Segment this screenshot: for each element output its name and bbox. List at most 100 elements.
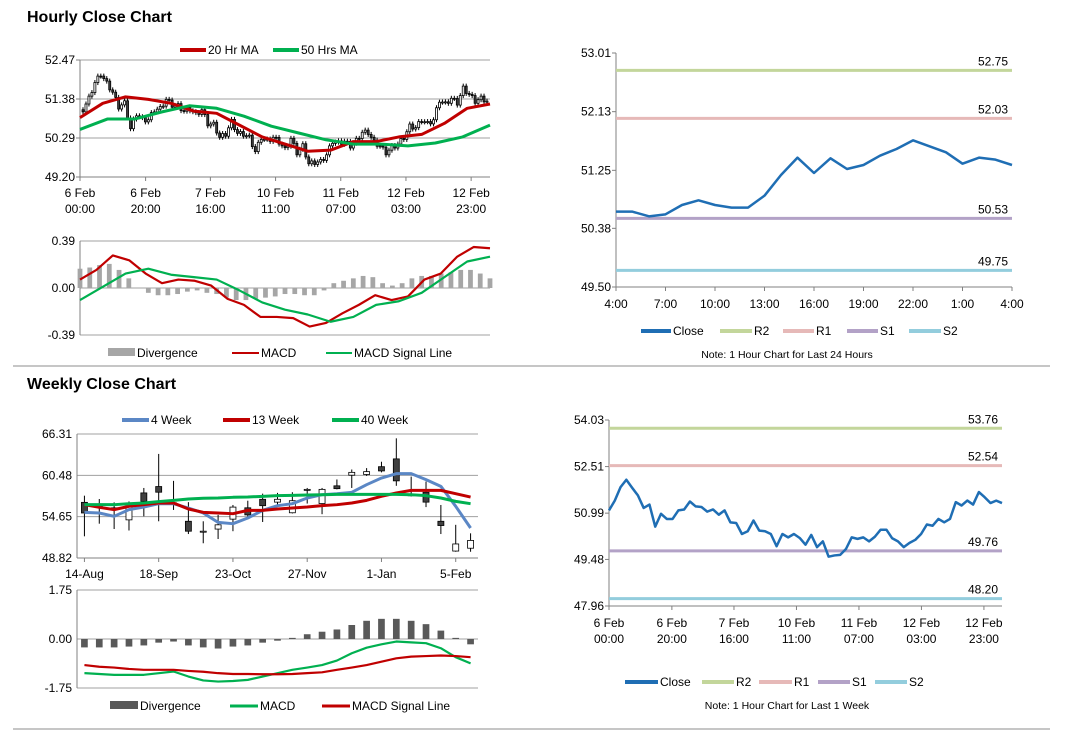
divergence-bar (204, 288, 210, 293)
divergence-bar (116, 269, 122, 288)
divergence-bar (331, 283, 337, 288)
legend-label-r2: R2 (754, 324, 770, 338)
divergence-bar (289, 637, 296, 639)
divergence-bar (422, 624, 430, 639)
candle-down (218, 132, 222, 138)
candle-up (479, 95, 483, 101)
legend-swatch-divergence (110, 701, 138, 709)
divergence-bar (140, 639, 148, 646)
candle-down (155, 486, 163, 493)
y-tick-label: 53.01 (581, 46, 611, 60)
candle-up (274, 498, 281, 503)
chart-note: Note: 1 Hour Chart for Last 24 Hours (701, 349, 873, 361)
legend-label-close: Close (660, 675, 691, 689)
divergence-bar (199, 639, 207, 648)
divergence-bar (348, 625, 356, 639)
x-tick-label: 20:00 (657, 632, 687, 646)
candle-up (360, 131, 364, 139)
candle-up (414, 127, 418, 130)
candle-down (206, 114, 210, 127)
divergence-bar (452, 637, 460, 639)
candle-down (455, 98, 459, 106)
candle-down (372, 136, 376, 141)
x-tick-label: 12 Feb (387, 186, 425, 200)
candle-down (274, 136, 278, 139)
legend-label-macd: MACD (260, 699, 296, 713)
divergence-bar (458, 269, 464, 288)
divergence-bar (244, 639, 252, 646)
macd-signal-line-line (84, 654, 471, 676)
hourly-macd-chart: 0.39 0.00 -0.39 Divergence MACD MACD Signal L… (48, 234, 493, 360)
x-tick-label: 23:00 (456, 202, 486, 216)
divergence-bar (341, 280, 346, 288)
x-tick-label: 12 Feb (903, 616, 941, 630)
candle-up (199, 530, 207, 533)
close-line (616, 139, 1013, 218)
legend-label-20-hr-ma: 20 Hr MA (208, 43, 259, 57)
candle-down (473, 95, 477, 104)
divergence-bar (363, 620, 370, 639)
divergence-bar (106, 263, 112, 288)
legend-label-r1: R1 (816, 324, 832, 338)
legend-label-macd: MACD (261, 346, 297, 360)
legend-label-divergence: Divergence (137, 346, 198, 360)
y-tick-label: 52.47 (45, 53, 75, 67)
candle-up (363, 129, 367, 133)
x-tick-label: 20:00 (131, 202, 161, 216)
y-tick-label: 0.00 (49, 632, 73, 646)
candle-down (464, 85, 468, 94)
y-tick-label: 1.75 (49, 583, 73, 597)
divergence-bar (263, 288, 268, 298)
candle-up (444, 101, 447, 104)
candle-up (303, 488, 311, 491)
x-tick-label: 11:00 (261, 202, 290, 216)
candle-down (182, 110, 186, 113)
x-tick-label: 6 Feb (594, 616, 625, 630)
candle-down (111, 89, 115, 93)
candle-down (333, 485, 341, 490)
level-label-s2: 48.20 (968, 583, 998, 597)
legend-label-s1: S1 (852, 675, 867, 689)
legend-label-r2: R2 (736, 675, 752, 689)
divergence-bar (467, 639, 474, 645)
y-tick-label: 0.39 (52, 234, 76, 248)
y-tick-label: -0.39 (48, 328, 76, 342)
week-levels-chart: 54.03 52.51 50.99 49.48 47.96 53.76 52.54 49.76… (574, 412, 1003, 712)
divergence-bar (165, 288, 171, 296)
candle-up (227, 127, 230, 137)
candle-up (316, 161, 320, 165)
divergence-bar (185, 639, 192, 646)
candle-up (93, 82, 97, 93)
x-tick-label: 7 Feb (195, 186, 226, 200)
candle-up (467, 540, 474, 549)
candle-up (146, 119, 150, 123)
candle-down (250, 134, 254, 147)
candle-up (441, 101, 444, 104)
candle-down (102, 75, 106, 80)
divergence-bar (318, 631, 326, 639)
divergence-bar (97, 265, 102, 288)
divergence-bar (274, 639, 281, 641)
candle-up (325, 154, 328, 161)
legend-label-40-week: 40 Week (361, 413, 409, 427)
candle-down (224, 133, 227, 137)
candle-up (244, 135, 248, 138)
weekly-section-title: Weekly Close Chart (27, 376, 177, 393)
x-tick-label: 22:00 (898, 297, 928, 311)
candle-down (381, 145, 385, 148)
candle-up (423, 121, 427, 124)
candle-down (215, 121, 219, 134)
divergence-bar (184, 288, 190, 292)
divergence-bar (272, 288, 278, 297)
x-tick-label: 11 Feb (841, 616, 878, 630)
divergence-bar (302, 288, 307, 296)
candle-down (392, 458, 400, 482)
candle-up (363, 471, 371, 475)
divergence-bar (194, 288, 200, 291)
candle-up (239, 131, 242, 134)
divergence-bar (409, 278, 415, 288)
candle-up (209, 123, 213, 127)
candle-up (120, 104, 124, 110)
weekly-macd-chart: 1.75 0.00 -1.75 Divergence MACD MACD Signal L… (45, 583, 478, 713)
y-tick-label: 51.25 (581, 163, 611, 177)
